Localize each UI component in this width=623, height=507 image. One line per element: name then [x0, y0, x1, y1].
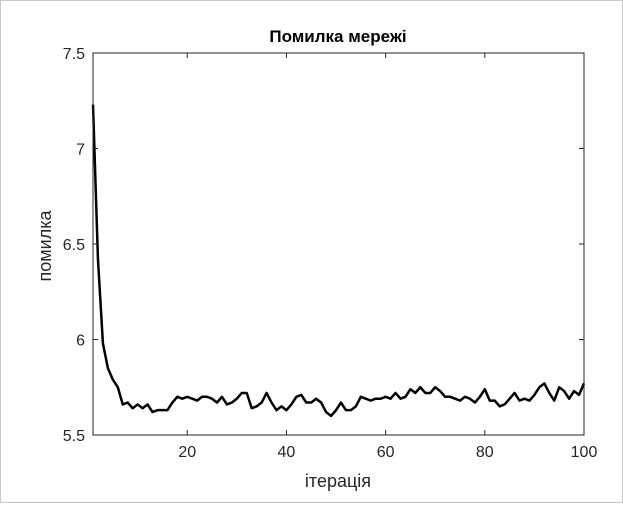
- y-axis-label: помилка: [35, 210, 55, 282]
- y-tick-label: 7: [76, 142, 85, 159]
- y-tick-label: 5.5: [63, 428, 85, 445]
- plot-area: [93, 53, 584, 435]
- x-tick-label: 20: [178, 444, 196, 461]
- series-line-0: [91, 104, 586, 418]
- chart-title: Помилка мережі: [269, 27, 406, 46]
- x-tick-label: 40: [278, 444, 296, 461]
- x-tick-label: 100: [571, 444, 598, 461]
- x-tick-label: 60: [377, 444, 395, 461]
- x-axis-label: ітерація: [305, 471, 371, 491]
- x-tick-label: 80: [476, 444, 494, 461]
- y-tick-label: 6: [76, 333, 85, 350]
- y-tick-label: 7.5: [63, 46, 85, 63]
- y-tick-label: 6.5: [63, 237, 85, 254]
